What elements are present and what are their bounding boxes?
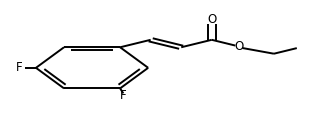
Text: O: O — [207, 13, 216, 26]
Text: F: F — [16, 61, 23, 74]
Text: F: F — [120, 89, 127, 102]
Text: O: O — [234, 40, 243, 53]
